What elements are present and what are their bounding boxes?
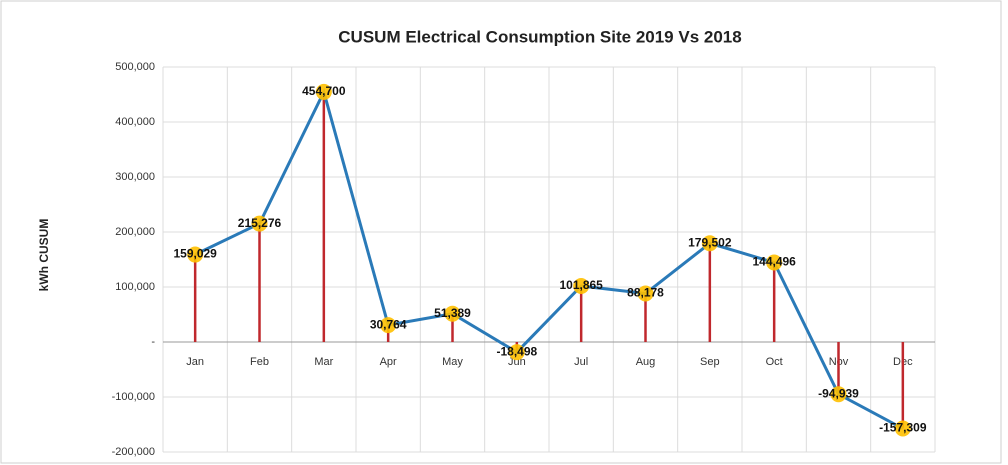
marker [701, 235, 718, 252]
y-tick-label: - [151, 336, 155, 348]
y-tick-label: 300,000 [115, 171, 155, 183]
data-label: -94,939 [818, 386, 859, 400]
marker [830, 386, 847, 403]
y-tick-label: -100,000 [112, 391, 155, 403]
data-label: 101,865 [559, 278, 603, 292]
y-tick-label: 400,000 [115, 116, 155, 128]
marker [766, 254, 783, 271]
x-tick-label: Feb [250, 356, 269, 368]
y-tick-label: -200,000 [112, 446, 155, 458]
data-label: 51,389 [434, 306, 471, 320]
marker [573, 277, 590, 294]
line [194, 87, 904, 430]
data-label: 179,502 [688, 235, 732, 249]
marker [315, 83, 332, 100]
x-tick-label: May [442, 356, 463, 368]
x-tick-label: Jun [508, 356, 526, 368]
marker [380, 317, 397, 334]
x-tick-label: Sep [700, 356, 720, 368]
marker [251, 215, 268, 232]
x-tick-label: Apr [380, 356, 397, 368]
y-tick-label: 500,000 [115, 61, 155, 73]
data-label: -157,309 [879, 421, 927, 435]
data-label: -18,498 [496, 344, 537, 358]
x-tick-label: Jan [186, 356, 204, 368]
x-tick-label: Jul [574, 356, 588, 368]
data-label: 454,700 [302, 84, 346, 98]
x-tick-label: Aug [636, 356, 656, 368]
data-label: 159,029 [173, 247, 217, 261]
marker [444, 305, 461, 322]
data-label: 215,276 [238, 216, 282, 230]
y-tick-label: 200,000 [115, 226, 155, 238]
y-axis-label: kWh CUSUM [37, 219, 51, 292]
data-label: 88,178 [627, 286, 664, 300]
marker [187, 246, 204, 263]
data-label: 30,764 [370, 317, 407, 331]
marker [894, 420, 911, 437]
chart-title: CUSUM Electrical Consumption Site 2019 V… [338, 27, 741, 46]
marker [637, 285, 654, 302]
data-label: 144,496 [752, 255, 796, 269]
x-tick-label: Mar [314, 356, 333, 368]
y-tick-label: 100,000 [115, 281, 155, 293]
marker [508, 344, 525, 361]
x-tick-label: Oct [766, 356, 783, 368]
